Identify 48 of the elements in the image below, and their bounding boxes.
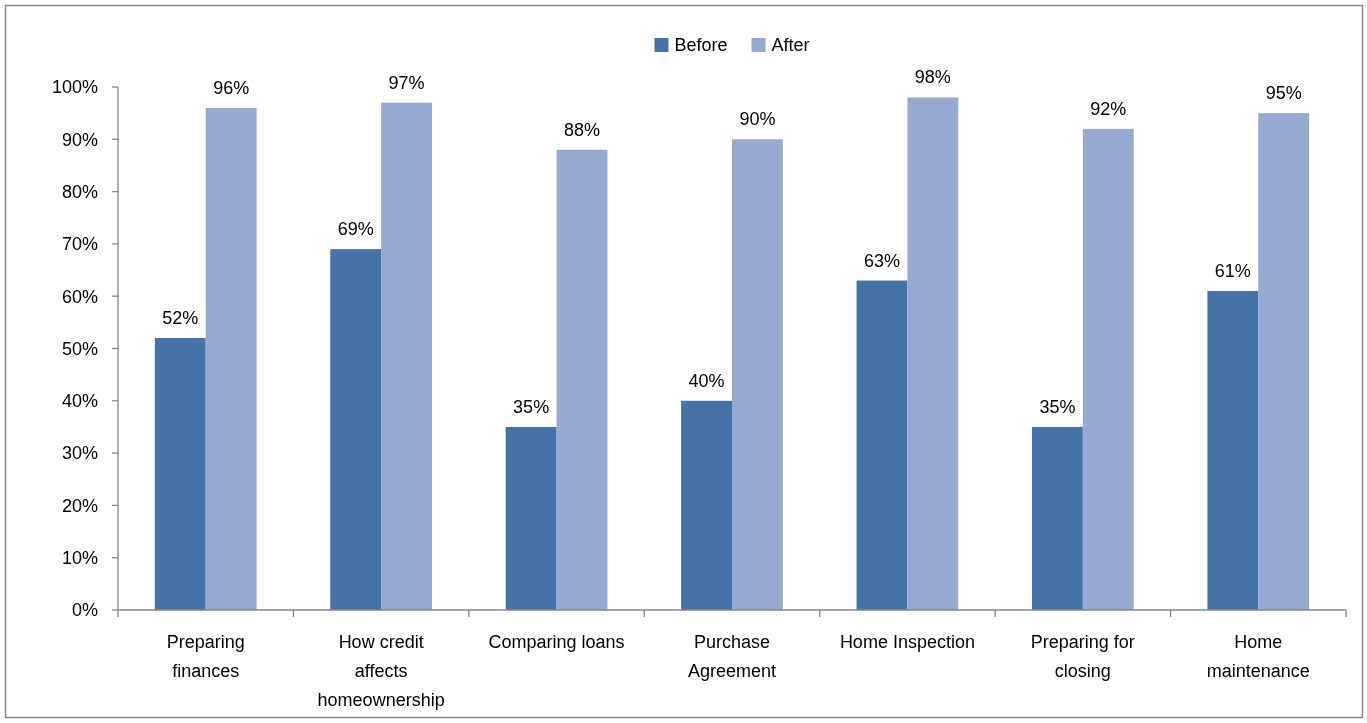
bar xyxy=(154,338,206,610)
x-tick-label: Comparing loans xyxy=(488,632,625,652)
y-tick-label: 90% xyxy=(61,129,98,150)
bar xyxy=(381,102,433,610)
bar xyxy=(907,97,959,610)
bar xyxy=(556,149,608,610)
x-tick-label: Home Inspection xyxy=(839,632,975,652)
legend-label: Before xyxy=(674,35,728,56)
x-tick-label: Preparing finances xyxy=(166,632,245,681)
x-tick-label: How credit affects homeownership xyxy=(317,632,445,710)
legend-label: After xyxy=(771,35,810,56)
y-tick-label: 10% xyxy=(61,548,98,568)
data-label: 61% xyxy=(1214,260,1251,281)
bar xyxy=(856,280,908,610)
bar xyxy=(505,426,557,610)
data-label: 63% xyxy=(863,250,901,271)
bar xyxy=(1258,113,1310,610)
x-tick-label: Home maintenance xyxy=(1206,632,1310,681)
data-label: 35% xyxy=(513,396,550,417)
data-label: 96% xyxy=(213,77,250,98)
y-tick-label: 100% xyxy=(51,77,98,98)
bar xyxy=(330,249,382,610)
data-label: 35% xyxy=(1039,396,1076,417)
data-label: 90% xyxy=(739,109,776,130)
data-label: 69% xyxy=(337,219,374,240)
bar xyxy=(1031,426,1083,610)
x-tick-label: Purchase Agreement xyxy=(687,632,777,681)
y-tick-label: 0% xyxy=(71,600,98,621)
y-tick-label: 60% xyxy=(61,286,98,307)
bar xyxy=(681,400,732,610)
data-label: 40% xyxy=(688,370,725,391)
bar xyxy=(732,139,783,610)
bar xyxy=(1082,128,1134,610)
y-tick-label: 70% xyxy=(61,234,98,255)
y-tick-label: 20% xyxy=(61,495,98,516)
data-label: 95% xyxy=(1265,83,1302,104)
y-tick-label: 50% xyxy=(61,338,98,359)
bar xyxy=(1207,290,1259,610)
data-label: 97% xyxy=(388,72,425,93)
data-label: 88% xyxy=(563,119,601,140)
data-label: 92% xyxy=(1090,98,1127,119)
x-tick-label: Preparing for closing xyxy=(1030,632,1135,681)
data-label: 98% xyxy=(914,67,951,88)
y-tick-label: 40% xyxy=(61,391,98,412)
bar xyxy=(205,107,257,610)
data-label: 52% xyxy=(162,308,199,329)
y-tick-label: 80% xyxy=(61,181,98,202)
y-tick-label: 30% xyxy=(61,443,98,464)
